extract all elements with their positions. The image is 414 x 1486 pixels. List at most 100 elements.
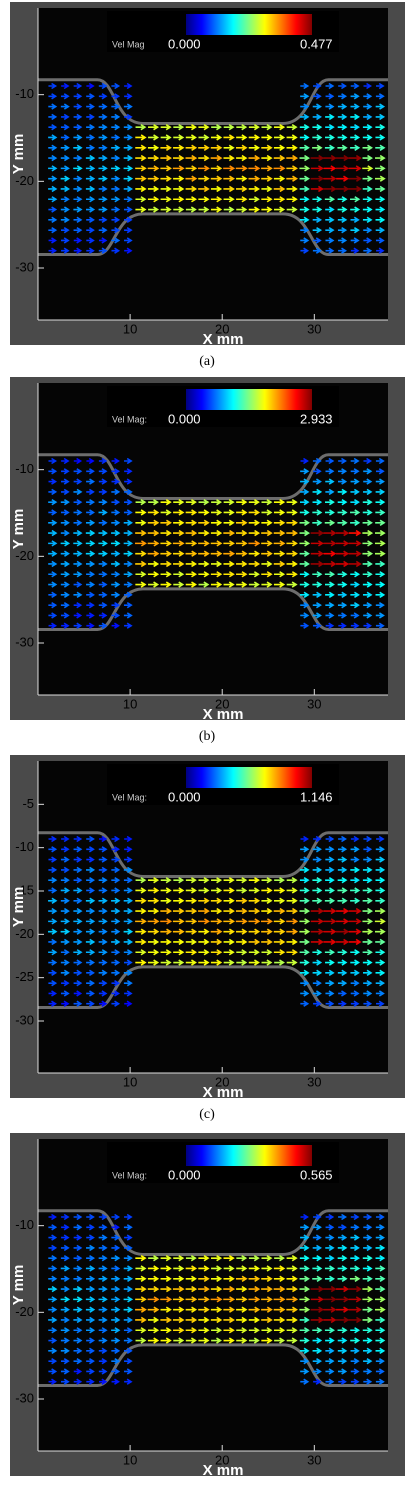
plot-area [38, 383, 388, 695]
vector-arrow [324, 519, 336, 526]
vector-arrow [123, 144, 133, 151]
vector-arrow [135, 124, 147, 131]
vector-arrow [73, 134, 83, 141]
vector-arrow [123, 979, 133, 987]
caption: (b) [199, 729, 216, 744]
vector-arrow [338, 1378, 347, 1385]
vector-arrow [98, 1296, 108, 1303]
vector-arrow [235, 1275, 248, 1282]
vector-arrow [73, 1275, 83, 1282]
vector-arrow [375, 1255, 386, 1262]
vector-arrow [248, 887, 260, 894]
vector-arrow [123, 907, 133, 915]
vector-arrow [123, 1275, 133, 1282]
vector-arrow [148, 134, 160, 141]
vector-arrow [123, 560, 133, 568]
vector-arrow [60, 928, 71, 935]
vector-arrow [111, 1224, 120, 1231]
vector-arrow [248, 918, 261, 925]
vector-arrow [362, 509, 373, 516]
vector-arrow [185, 509, 198, 516]
vector-arrow [98, 1234, 108, 1241]
vector-arrow [185, 938, 197, 946]
vector-arrow [160, 165, 172, 172]
vector-arrow [98, 499, 108, 506]
vector-arrow [375, 622, 385, 629]
vector-arrow [173, 134, 185, 141]
vector-arrow [325, 93, 335, 100]
vector-arrow [235, 1296, 248, 1303]
vector-arrow [236, 509, 248, 516]
vector-arrow [210, 560, 223, 568]
vector-arrow [324, 571, 336, 578]
vector-arrow [312, 1244, 322, 1252]
vector-arrow [210, 540, 223, 547]
vector-arrow [299, 509, 310, 516]
vector-arrow [248, 581, 260, 588]
vector-arrow [61, 622, 70, 629]
vector-arrow [111, 1316, 121, 1324]
vector-arrow [86, 612, 95, 619]
vector-arrow [337, 601, 348, 609]
vector-arrow [312, 1368, 322, 1375]
vector-arrow [375, 1285, 386, 1293]
vector-arrow [337, 887, 348, 894]
vector-arrow [223, 897, 235, 904]
vector-arrow [123, 969, 133, 977]
vector-arrow [236, 887, 248, 894]
vector-arrow [98, 1306, 108, 1313]
vector-arrow [223, 918, 235, 925]
vector-arrow [160, 550, 172, 557]
vector-arrow [111, 959, 121, 966]
vector-arrow [350, 1234, 360, 1241]
vector-arrow [48, 856, 58, 863]
vector-arrow [323, 1285, 337, 1293]
x-tick-label: 10 [123, 696, 137, 711]
vector-arrow [124, 93, 133, 100]
vector-arrow [48, 591, 58, 599]
vector-arrow [299, 907, 311, 915]
vector-arrow [223, 949, 235, 956]
vector-arrow [310, 175, 325, 182]
vector-arrow [73, 478, 83, 485]
vector-arrow [210, 581, 223, 588]
vector-arrow [147, 1285, 160, 1293]
vector-arrow [286, 1316, 298, 1324]
vector-arrow [300, 247, 310, 254]
vector-arrow [323, 1316, 337, 1324]
y-axis-label: Y mm [10, 1265, 27, 1306]
vector-arrow [362, 877, 373, 884]
vector-arrow [337, 113, 348, 121]
vector-arrow [135, 928, 147, 935]
vector-arrow [48, 959, 58, 966]
vector-arrow [350, 488, 360, 496]
vector-arrow [348, 175, 362, 182]
vector-arrow [375, 846, 385, 853]
vector-arrow [111, 601, 121, 609]
vector-arrow [198, 1265, 210, 1272]
vector-arrow [111, 124, 121, 131]
vector-arrow [286, 1327, 298, 1334]
vector-arrow [325, 1368, 335, 1375]
vector-arrow [73, 216, 83, 224]
vector-arrow [98, 1337, 108, 1344]
vector-arrow [312, 1337, 323, 1344]
vector-arrow [160, 581, 172, 588]
vector-arrow [73, 979, 83, 987]
vector-arrow [337, 949, 348, 956]
vector-arrow [348, 1306, 362, 1313]
vector-arrow [147, 529, 160, 537]
vector-arrow [60, 124, 70, 131]
vector-arrow [335, 154, 350, 162]
vector-arrow [73, 1368, 83, 1375]
vector-arrow [350, 601, 360, 609]
vector-arrow [185, 1337, 197, 1344]
vector-arrow [185, 499, 197, 506]
vector-arrow [286, 124, 298, 131]
vector-arrow [312, 1255, 323, 1262]
vector-arrow [98, 1213, 108, 1221]
vector-arrow [299, 1347, 310, 1355]
vector-arrow [60, 1265, 70, 1272]
vector-arrow [348, 540, 362, 547]
vector-arrow [86, 82, 95, 90]
